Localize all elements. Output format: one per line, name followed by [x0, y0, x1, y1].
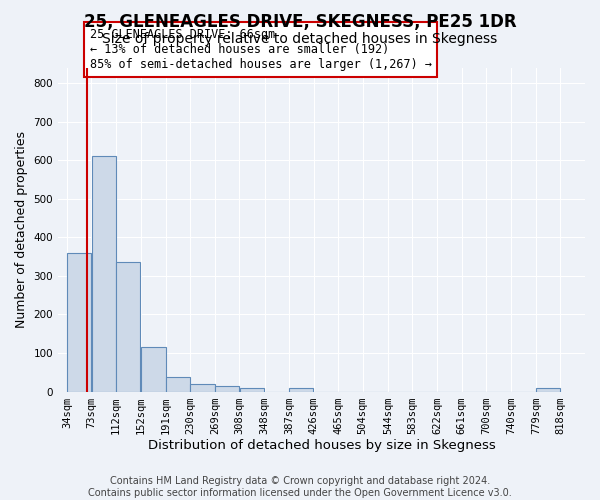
Bar [166, 378, 190, 392]
Y-axis label: Number of detached properties: Number of detached properties [15, 131, 28, 328]
Bar [190, 384, 215, 392]
Bar [536, 388, 560, 392]
Bar [239, 388, 264, 392]
Bar [116, 262, 140, 392]
Text: 25 GLENEAGLES DRIVE: 66sqm
← 13% of detached houses are smaller (192)
85% of sem: 25 GLENEAGLES DRIVE: 66sqm ← 13% of deta… [89, 28, 431, 72]
Bar [289, 388, 313, 392]
Bar [215, 386, 239, 392]
X-axis label: Distribution of detached houses by size in Skegness: Distribution of detached houses by size … [148, 440, 496, 452]
Text: Contains HM Land Registry data © Crown copyright and database right 2024.
Contai: Contains HM Land Registry data © Crown c… [88, 476, 512, 498]
Bar [92, 156, 116, 392]
Text: 25, GLENEAGLES DRIVE, SKEGNESS, PE25 1DR: 25, GLENEAGLES DRIVE, SKEGNESS, PE25 1DR [83, 12, 517, 30]
Bar [67, 252, 91, 392]
Text: Size of property relative to detached houses in Skegness: Size of property relative to detached ho… [103, 32, 497, 46]
Bar [142, 347, 166, 392]
